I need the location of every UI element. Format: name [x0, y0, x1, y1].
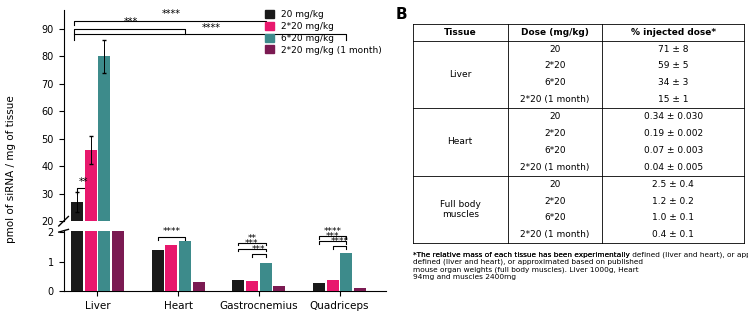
Text: % injected dose*: % injected dose*: [631, 28, 716, 36]
Bar: [152, 250, 164, 291]
Text: 20: 20: [549, 44, 560, 53]
Text: ***: ***: [245, 239, 259, 248]
Text: **: **: [248, 234, 257, 243]
Text: B: B: [396, 7, 408, 22]
Bar: [152, 272, 164, 276]
Bar: [193, 282, 205, 291]
Bar: [179, 241, 191, 291]
Text: 2*20 (1 month): 2*20 (1 month): [520, 230, 589, 239]
Text: 2*20: 2*20: [544, 129, 565, 138]
Text: 6*20: 6*20: [544, 146, 565, 155]
Bar: [165, 245, 177, 291]
Bar: [179, 271, 191, 276]
Bar: [260, 263, 272, 291]
Bar: [71, 0, 83, 291]
Text: 2*20 (1 month): 2*20 (1 month): [520, 95, 589, 104]
Text: 2.5 ± 0.4: 2.5 ± 0.4: [652, 180, 694, 189]
Text: 2*20: 2*20: [544, 196, 565, 205]
Text: ****: ****: [202, 23, 221, 33]
Text: 0.07 ± 0.003: 0.07 ± 0.003: [643, 146, 703, 155]
Bar: [71, 202, 83, 276]
Bar: [232, 275, 245, 276]
Text: 71 ± 8: 71 ± 8: [658, 44, 688, 53]
Bar: [260, 274, 272, 276]
Bar: [246, 275, 258, 276]
Bar: [313, 283, 325, 291]
Text: Full body
muscles: Full body muscles: [440, 200, 481, 219]
Bar: [354, 288, 366, 291]
Text: 2*20 (1 month): 2*20 (1 month): [520, 163, 589, 172]
Text: 15 ± 1: 15 ± 1: [658, 95, 688, 104]
Text: 0.19 ± 0.002: 0.19 ± 0.002: [644, 129, 703, 138]
Bar: [165, 272, 177, 276]
Bar: [232, 280, 245, 291]
Bar: [340, 253, 352, 291]
Text: **: **: [79, 177, 88, 188]
Text: 34 ± 3: 34 ± 3: [658, 78, 688, 87]
Text: ***: ***: [326, 232, 340, 241]
Text: ****: ****: [162, 227, 180, 236]
Text: ***: ***: [252, 245, 266, 254]
Bar: [327, 275, 339, 276]
Legend: 20 mg/kg, 2*20 mg/kg, 6*20 mg/kg, 2*20 mg/kg (1 month): 20 mg/kg, 2*20 mg/kg, 6*20 mg/kg, 2*20 m…: [265, 10, 381, 54]
Text: Liver: Liver: [449, 70, 471, 79]
Text: ****: ****: [331, 237, 349, 246]
Text: *The relative mass of each tissue has been experimentally defined (liver and hea: *The relative mass of each tissue has be…: [413, 252, 748, 258]
Bar: [112, 0, 124, 291]
Text: 59 ± 5: 59 ± 5: [658, 61, 688, 70]
Text: ***: ***: [124, 18, 138, 28]
Bar: [273, 286, 286, 291]
Bar: [98, 56, 111, 276]
Text: 1.0 ± 0.1: 1.0 ± 0.1: [652, 213, 694, 222]
Text: 6*20: 6*20: [544, 78, 565, 87]
Bar: [98, 0, 111, 291]
Bar: [112, 246, 124, 276]
Text: 0.34 ± 0.030: 0.34 ± 0.030: [644, 112, 703, 121]
Text: 20: 20: [549, 112, 560, 121]
Text: Tissue: Tissue: [444, 28, 476, 36]
Text: 6*20: 6*20: [544, 213, 565, 222]
Text: 20: 20: [549, 180, 560, 189]
Text: Dose (mg/kg): Dose (mg/kg): [521, 28, 589, 36]
Text: ****: ****: [162, 9, 181, 19]
Bar: [193, 275, 205, 276]
Text: pmol of siRNA / mg of tissue: pmol of siRNA / mg of tissue: [6, 96, 16, 244]
Bar: [85, 0, 96, 291]
Bar: [327, 280, 339, 291]
Text: 2*20: 2*20: [544, 61, 565, 70]
Bar: [340, 273, 352, 276]
Text: ****: ****: [324, 227, 342, 236]
Text: *The relative mass of each tissue has been experimentally
defined (liver and hea: *The relative mass of each tissue has be…: [413, 252, 643, 280]
Bar: [246, 281, 258, 291]
Text: Heart: Heart: [447, 138, 473, 147]
Text: 0.04 ± 0.005: 0.04 ± 0.005: [644, 163, 703, 172]
Bar: [85, 150, 96, 276]
Text: 0.4 ± 0.1: 0.4 ± 0.1: [652, 230, 694, 239]
Text: 1.2 ± 0.2: 1.2 ± 0.2: [652, 196, 694, 205]
